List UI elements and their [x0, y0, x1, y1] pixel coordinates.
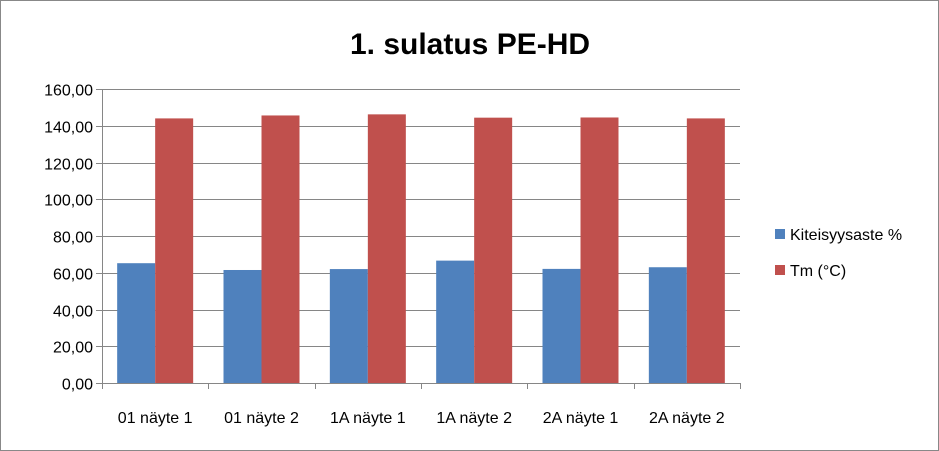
- legend-swatch: [775, 229, 785, 239]
- x-tick-label: 1A näyte 1: [330, 410, 406, 427]
- y-tick-label: 0,00: [62, 377, 93, 394]
- bar-tm: [155, 118, 194, 384]
- bar-tm: [261, 115, 300, 384]
- legend: Kiteisyysaste % Tm (°C): [775, 227, 902, 280]
- y-tick-label: 100,00: [44, 193, 93, 210]
- legend-label: Tm (°C): [790, 263, 846, 280]
- y-tick-label: 160,00: [44, 83, 93, 100]
- y-tick-label: 80,00: [53, 230, 93, 247]
- legend-swatch: [775, 265, 785, 275]
- chart-title: 1. sulatus PE-HD: [350, 28, 590, 61]
- x-tick-label: 1A näyte 2: [436, 410, 512, 427]
- bar-kiteisyysaste: [329, 269, 368, 383]
- x-tick-label: 01 näyte 2: [224, 410, 299, 427]
- bar-kiteisyysaste: [223, 269, 262, 383]
- bar-kiteisyysaste: [542, 268, 581, 383]
- y-tick-label: 120,00: [44, 157, 93, 174]
- x-tick-label: 2A näyte 2: [649, 410, 725, 427]
- legend-label: Kiteisyysaste %: [790, 227, 902, 244]
- bar-tm: [686, 118, 725, 384]
- x-tick-label: 01 näyte 1: [118, 410, 193, 427]
- bar-tm: [580, 117, 619, 383]
- y-tick-label: 140,00: [44, 120, 93, 137]
- y-tick-label: 20,00: [53, 340, 93, 357]
- bar-kiteisyysaste: [648, 267, 687, 383]
- x-tick-label: 2A näyte 1: [543, 410, 619, 427]
- y-tick-label: 60,00: [53, 267, 93, 284]
- y-tick-label: 40,00: [53, 304, 93, 321]
- bar-kiteisyysaste: [117, 263, 156, 383]
- bar-kiteisyysaste: [436, 260, 475, 383]
- bar-tm: [367, 114, 406, 384]
- bar-tm: [474, 117, 513, 383]
- plot-area: 0,00 20,00 40,00 60,00 80,00 100,00 120,00 140,…: [44, 83, 741, 427]
